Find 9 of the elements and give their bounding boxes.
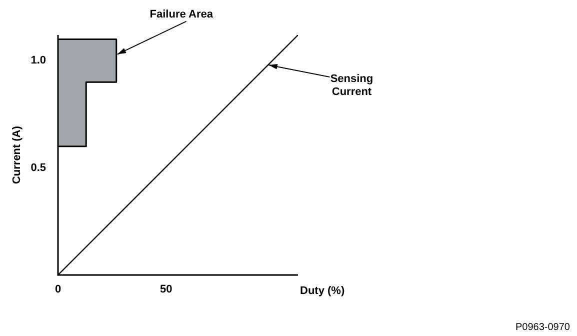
annotation: Sensing Current: [330, 73, 374, 98]
text: P0963-0970: [516, 322, 570, 333]
y-tick-label: 1.0: [30, 54, 46, 67]
x-tick-label: 0: [54, 284, 62, 296]
x-tick-label: 50: [160, 284, 172, 296]
x-axis-title: Duty (%): [300, 285, 345, 298]
y-tick-label: 0.5: [30, 162, 46, 174]
y-axis-title: Current (A): [11, 126, 24, 184]
annotation: Failure Area: [150, 8, 214, 20]
